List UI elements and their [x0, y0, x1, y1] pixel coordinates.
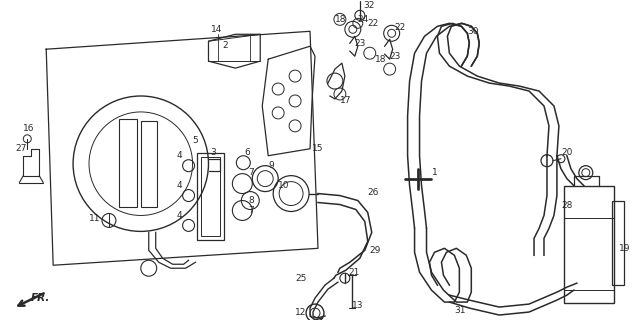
Text: 2: 2: [222, 41, 228, 50]
Text: 18: 18: [375, 55, 386, 64]
Text: 7: 7: [248, 206, 254, 215]
Text: 18: 18: [335, 15, 346, 24]
Bar: [564, 186, 613, 303]
Text: 11: 11: [89, 214, 101, 223]
Bar: [141, 121, 157, 206]
Text: 21: 21: [348, 268, 360, 277]
Text: 6: 6: [244, 148, 250, 157]
Text: 15: 15: [312, 144, 323, 153]
Text: 22: 22: [368, 19, 379, 28]
Text: 23: 23: [390, 52, 401, 61]
Text: 31: 31: [454, 306, 466, 315]
Text: 25: 25: [295, 274, 306, 283]
Text: 19: 19: [618, 244, 630, 253]
Text: 23: 23: [355, 39, 367, 48]
Text: 30: 30: [467, 27, 479, 36]
Text: 4: 4: [177, 181, 182, 190]
Bar: [201, 157, 220, 236]
Text: 32: 32: [363, 1, 374, 10]
Text: 22: 22: [394, 23, 406, 32]
Text: 12: 12: [295, 308, 306, 316]
Text: 8: 8: [248, 196, 254, 205]
Bar: [611, 201, 624, 285]
Text: 14: 14: [211, 25, 222, 34]
Text: 13: 13: [352, 300, 363, 309]
Text: 4: 4: [177, 151, 182, 160]
Text: 4: 4: [177, 211, 182, 220]
Text: 29: 29: [370, 246, 381, 255]
Text: FR.: FR.: [31, 293, 51, 303]
Text: 24: 24: [358, 15, 369, 24]
Text: 3: 3: [211, 148, 216, 157]
Text: 10: 10: [278, 181, 290, 190]
Text: 27: 27: [15, 144, 27, 153]
Text: 1: 1: [432, 168, 437, 177]
Text: 26: 26: [368, 188, 379, 197]
Text: 20: 20: [561, 148, 572, 157]
Text: 5: 5: [192, 136, 198, 145]
Bar: [119, 119, 137, 206]
Bar: [196, 153, 225, 240]
Text: 17: 17: [340, 96, 351, 106]
Text: 9: 9: [268, 161, 274, 170]
Text: 16: 16: [23, 124, 35, 133]
Text: 7: 7: [248, 168, 254, 177]
Text: 28: 28: [561, 201, 572, 210]
